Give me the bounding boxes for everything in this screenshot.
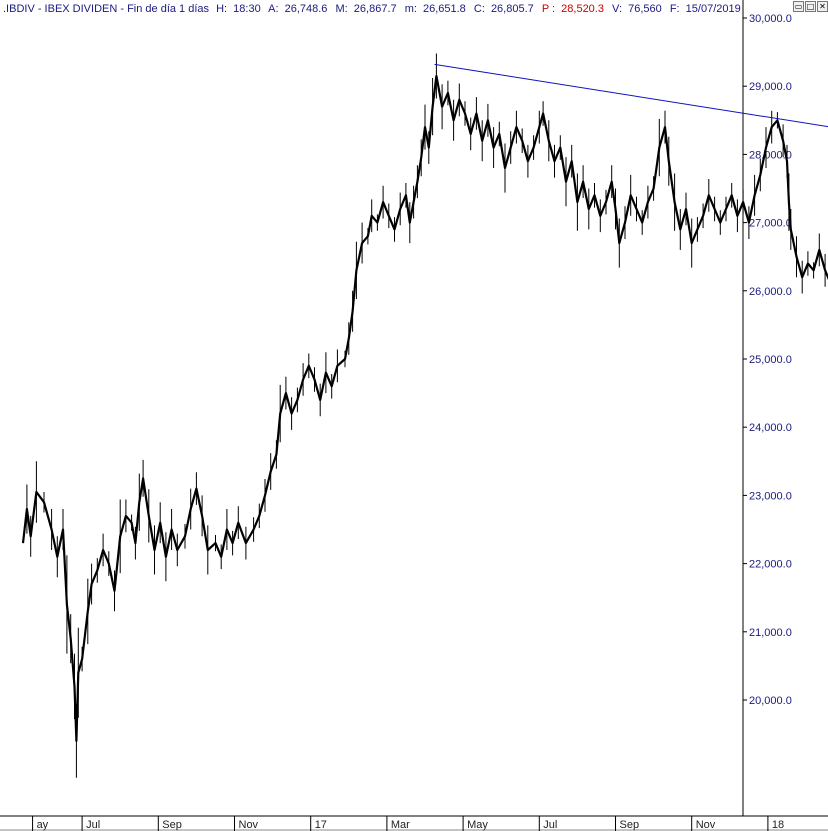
header-c-label: C: bbox=[474, 3, 485, 15]
y-tick-label: 23,000.0 bbox=[749, 490, 792, 502]
header-low-label: m: bbox=[405, 3, 417, 15]
x-tick-label: Sep bbox=[620, 819, 640, 831]
x-tick-label: Mar bbox=[391, 819, 410, 831]
header-c-value: 26,805.7 bbox=[491, 3, 534, 15]
header-p-value: 28,520.3 bbox=[561, 3, 604, 15]
header-v-value: 76,560 bbox=[628, 3, 662, 15]
header-p-label: P : bbox=[542, 3, 555, 15]
header-a-label: A: bbox=[268, 3, 278, 15]
header-m-label: M: bbox=[336, 3, 348, 15]
x-axis: ayJulSepNov17MarMayJulSepNov18MarMayJulS… bbox=[32, 816, 784, 831]
header-h-value: 18:30 bbox=[233, 3, 261, 15]
header-f-value: 15/07/2019 bbox=[686, 3, 741, 15]
x-tick-label: 18 bbox=[772, 819, 784, 831]
price-series-line bbox=[21, 74, 828, 742]
x-tick-label: ay bbox=[37, 819, 49, 831]
x-tick-label: Sep bbox=[162, 819, 182, 831]
x-tick-label: Jul bbox=[86, 819, 100, 831]
close-button[interactable]: ✕ bbox=[817, 1, 828, 12]
y-tick-label: 22,000.0 bbox=[749, 559, 792, 571]
header-v-label: V: bbox=[612, 3, 622, 15]
header-info: .IBDIV - IBEX DIVIDEN - Fin de día 1 día… bbox=[3, 3, 741, 15]
y-tick-label: 24,000.0 bbox=[749, 422, 792, 434]
header-a-value: 26,748.6 bbox=[285, 3, 328, 15]
resistance-trendline bbox=[434, 63, 828, 128]
y-tick-label: 20,000.0 bbox=[749, 695, 792, 707]
price-series-detail bbox=[26, 53, 826, 778]
header-m-value: 26,867.7 bbox=[354, 3, 397, 15]
y-tick-label: 26,000.0 bbox=[749, 286, 792, 298]
y-tick-label: 21,000.0 bbox=[749, 627, 792, 639]
y-tick-label: 28,000.0 bbox=[749, 149, 792, 161]
x-tick-label: Nov bbox=[696, 819, 716, 831]
header-f-label: F: bbox=[670, 3, 680, 15]
header-low-value: 26,651.8 bbox=[423, 3, 466, 15]
header-symbol: .IBDIV - IBEX DIVIDEN - Fin de día 1 día… bbox=[3, 3, 210, 15]
x-tick-label: May bbox=[467, 819, 488, 831]
header-h-label: H: bbox=[216, 3, 227, 15]
y-tick-label: 25,000.0 bbox=[749, 354, 792, 366]
maximize-button[interactable]: □ bbox=[805, 1, 816, 12]
x-tick-label: Nov bbox=[239, 819, 259, 831]
y-tick-label: 30,000.0 bbox=[749, 13, 792, 25]
x-tick-label: 17 bbox=[315, 819, 327, 831]
minimize-button[interactable]: ▭ bbox=[793, 1, 804, 12]
y-tick-label: 29,000.0 bbox=[749, 81, 792, 93]
y-axis: 30,000.0 29,000.0 28,000.0 27,000.0 26,000.0… bbox=[743, 13, 792, 707]
y-tick-label: 27,000.0 bbox=[749, 218, 792, 230]
x-tick-label: Jul bbox=[543, 819, 557, 831]
